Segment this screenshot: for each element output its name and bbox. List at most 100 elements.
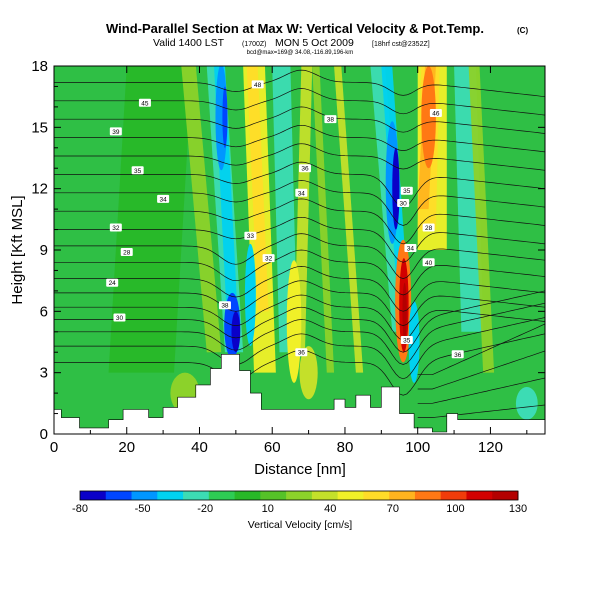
colorbar-tick-label: 70 xyxy=(387,503,399,515)
isentrope-label: 30 xyxy=(397,198,410,207)
isentrope-line xyxy=(54,88,545,116)
x-tick-label: 80 xyxy=(337,439,354,456)
isentrope-line xyxy=(54,124,545,153)
x-tick-label: 60 xyxy=(264,439,281,456)
isentrope-label: 46 xyxy=(429,109,442,118)
colorbar-swatch xyxy=(183,491,210,500)
valid-suffix: [18hrf cst@2352Z] xyxy=(372,41,430,48)
isentrope-label: 28 xyxy=(422,223,435,232)
velocity-core xyxy=(299,346,318,400)
isentrope-label: 38 xyxy=(218,301,231,310)
x-tick-label: 100 xyxy=(405,439,430,456)
valid-detail: (1700Z) xyxy=(242,41,267,48)
y-tick-label: 18 xyxy=(31,58,48,75)
isentrope-label: 38 xyxy=(324,115,337,124)
x-tick-label: 0 xyxy=(50,439,58,456)
svg-text:35: 35 xyxy=(403,337,411,344)
svg-text:28: 28 xyxy=(123,250,131,257)
isentrope-label: 28 xyxy=(120,248,133,257)
svg-text:24: 24 xyxy=(109,280,117,287)
y-tick-label: 15 xyxy=(31,119,48,136)
y-tick-label: 12 xyxy=(31,181,48,198)
isentropes xyxy=(54,69,545,418)
svg-text:45: 45 xyxy=(141,100,149,107)
svg-text:36: 36 xyxy=(301,166,309,173)
valid-date: MON 5 Oct 2009 xyxy=(275,37,354,49)
colorbar-swatch xyxy=(414,491,442,500)
svg-text:38: 38 xyxy=(327,117,335,124)
colorbar-tick-label: 40 xyxy=(324,503,336,515)
isentrope-label: 35 xyxy=(400,335,413,344)
y-tick-label: 0 xyxy=(40,426,48,443)
coords-line: bcd@max=169@ 34.08,-116.89,196-km xyxy=(247,50,354,56)
velocity-band xyxy=(246,66,269,312)
isentrope-label: 32 xyxy=(109,223,122,232)
svg-text:34: 34 xyxy=(159,196,167,203)
velocity-core xyxy=(515,386,538,420)
isentrope-line xyxy=(417,404,545,418)
isentrope-label: 35 xyxy=(131,166,144,175)
isentrope-line xyxy=(54,69,545,98)
colorbar-swatch xyxy=(389,491,416,500)
isentrope-line xyxy=(54,233,545,279)
plot-area: 48 45 46 38 39 36 35 34 34 32 30 28 33 32 24 28 35 34 40 38… xyxy=(53,65,546,435)
isentrope-line xyxy=(54,106,545,134)
svg-text:35: 35 xyxy=(134,168,142,175)
colorbar-label: Vertical Velocity [cm/s] xyxy=(248,519,353,531)
svg-text:39: 39 xyxy=(112,129,120,136)
isentrope-line xyxy=(417,323,545,376)
svg-text:33: 33 xyxy=(247,233,255,240)
isentrope-label: 40 xyxy=(422,258,435,267)
colorbar-tick-label: -50 xyxy=(135,503,151,515)
isentrope-line xyxy=(54,161,545,208)
title-mark: (C) xyxy=(517,26,528,35)
velocity-band xyxy=(334,66,364,373)
svg-text:40: 40 xyxy=(425,260,433,267)
colorbar-tick-label: -80 xyxy=(72,503,88,515)
y-tick-label: 6 xyxy=(40,303,48,320)
isentrope-line xyxy=(54,249,545,296)
isentrope-label: 36 xyxy=(295,348,308,357)
velocity-core xyxy=(244,243,256,347)
svg-text:48: 48 xyxy=(254,82,262,89)
isentrope-label: 33 xyxy=(244,231,257,240)
colorbar-swatch xyxy=(492,491,519,500)
isentrope-line xyxy=(54,290,545,353)
colorbar-swatch xyxy=(208,491,236,500)
x-axis: 0 20 40 60 80 100 120 xyxy=(50,66,528,456)
isentrope-label: 32 xyxy=(262,254,275,263)
colorbar-tick-label: 100 xyxy=(446,503,464,515)
velocity-core xyxy=(222,86,228,148)
colorbar-swatch xyxy=(286,491,313,500)
y-axis-label: Height [Kft MSL] xyxy=(9,195,26,304)
colorbar-swatch xyxy=(131,491,158,500)
svg-text:30: 30 xyxy=(400,200,408,207)
colorbar-swatch xyxy=(311,491,339,500)
svg-text:28: 28 xyxy=(425,225,433,232)
colorbar-swatch xyxy=(440,491,467,500)
isentrope-label: 36 xyxy=(298,164,311,173)
colorbar-swatch xyxy=(466,491,493,500)
velocity-core xyxy=(421,66,436,169)
isentrope-labels: 48 45 46 38 39 36 35 34 34 32 30 28 33 32 24 28 35 34 40 38… xyxy=(106,80,464,359)
colorbar-swatch xyxy=(157,491,184,500)
y-tick-label: 9 xyxy=(40,242,48,259)
svg-text:34: 34 xyxy=(298,190,306,197)
svg-text:32: 32 xyxy=(112,225,120,232)
x-tick-label: 20 xyxy=(118,439,135,456)
isentrope-label: 30 xyxy=(113,313,126,322)
isentrope-line xyxy=(54,294,545,341)
colorbar: -80 -50 -20 10 40 70 100 130 xyxy=(72,490,527,515)
isentrope-line xyxy=(54,216,545,263)
svg-text:32: 32 xyxy=(265,256,273,263)
terrain xyxy=(54,354,545,434)
isentrope-line xyxy=(54,198,545,245)
colorbar-tick-label: 10 xyxy=(262,503,274,515)
y-axis: 0 36 9 12 15 18 xyxy=(31,58,545,443)
svg-text:36: 36 xyxy=(298,350,306,357)
isentrope-label: 36 xyxy=(451,350,464,359)
velocity-band xyxy=(312,66,335,373)
isentrope-line xyxy=(54,280,545,326)
velocity-core xyxy=(392,147,400,230)
